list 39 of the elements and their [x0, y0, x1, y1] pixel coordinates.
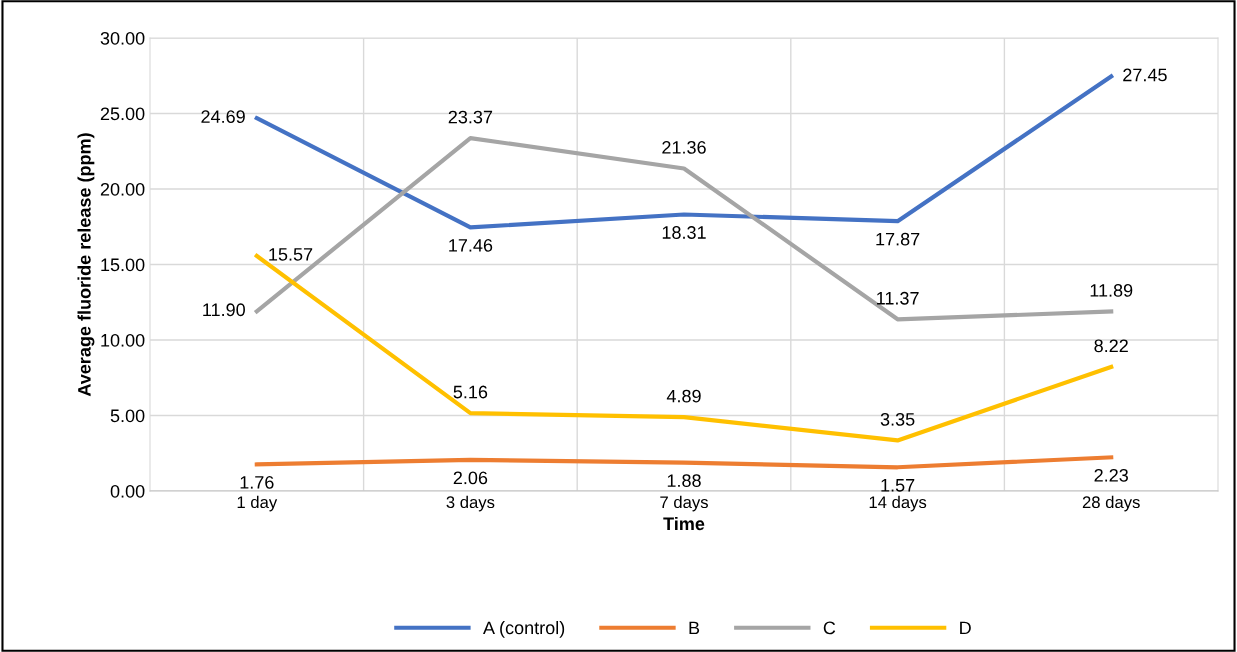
legend-label: C — [823, 621, 836, 635]
y-tick-label: 15.00 — [101, 258, 145, 272]
data-label: 11.37 — [877, 291, 919, 305]
data-label: 11.90 — [203, 303, 245, 317]
data-label: 17.87 — [876, 232, 920, 246]
y-tick-label: 30.00 — [100, 31, 145, 45]
data-label: 8.22 — [1094, 339, 1128, 353]
data-label: 21.36 — [662, 141, 706, 154]
data-label: 24.69 — [201, 110, 245, 124]
data-label: 1.57 — [881, 479, 915, 492]
y-tick-label: 25.00 — [100, 107, 145, 121]
y-tick-label: 5.00 — [110, 409, 145, 423]
y-tick-label: 0.00 — [110, 484, 145, 498]
data-label: 11.89 — [1090, 284, 1133, 297]
y-axis-title: Average fluoride release (ppm) — [77, 133, 95, 397]
legend-label: D — [960, 621, 971, 635]
data-label: 4.89 — [666, 389, 701, 403]
data-label: 5.16 — [453, 385, 488, 399]
legend-label: A (control) — [483, 621, 565, 638]
x-tick-label: 3 days — [446, 495, 495, 512]
legend-label: B — [689, 621, 700, 635]
data-label: 1.88 — [667, 474, 701, 487]
data-label: 2.06 — [453, 471, 488, 485]
x-tick-label: 7 days — [660, 495, 708, 512]
y-tick-label: 10.00 — [101, 333, 145, 347]
line-series — [254, 455, 1114, 470]
x-tick-label: 14 days — [869, 495, 927, 512]
x-tick-label: 28 days — [1082, 495, 1140, 512]
x-tick-label: 1 day — [237, 495, 278, 512]
y-tick-label: 20.00 — [100, 182, 145, 196]
data-label: 23.37 — [448, 110, 493, 124]
data-label: 18.31 — [662, 226, 706, 239]
data-label: 15.57 — [269, 248, 313, 261]
data-label: 17.46 — [449, 238, 493, 252]
data-label: 27.45 — [1123, 68, 1167, 82]
data-label: 1.76 — [240, 476, 274, 489]
x-axis-title: Time — [663, 516, 705, 531]
data-label: 2.23 — [1094, 468, 1128, 482]
data-label: 3.35 — [880, 412, 915, 426]
